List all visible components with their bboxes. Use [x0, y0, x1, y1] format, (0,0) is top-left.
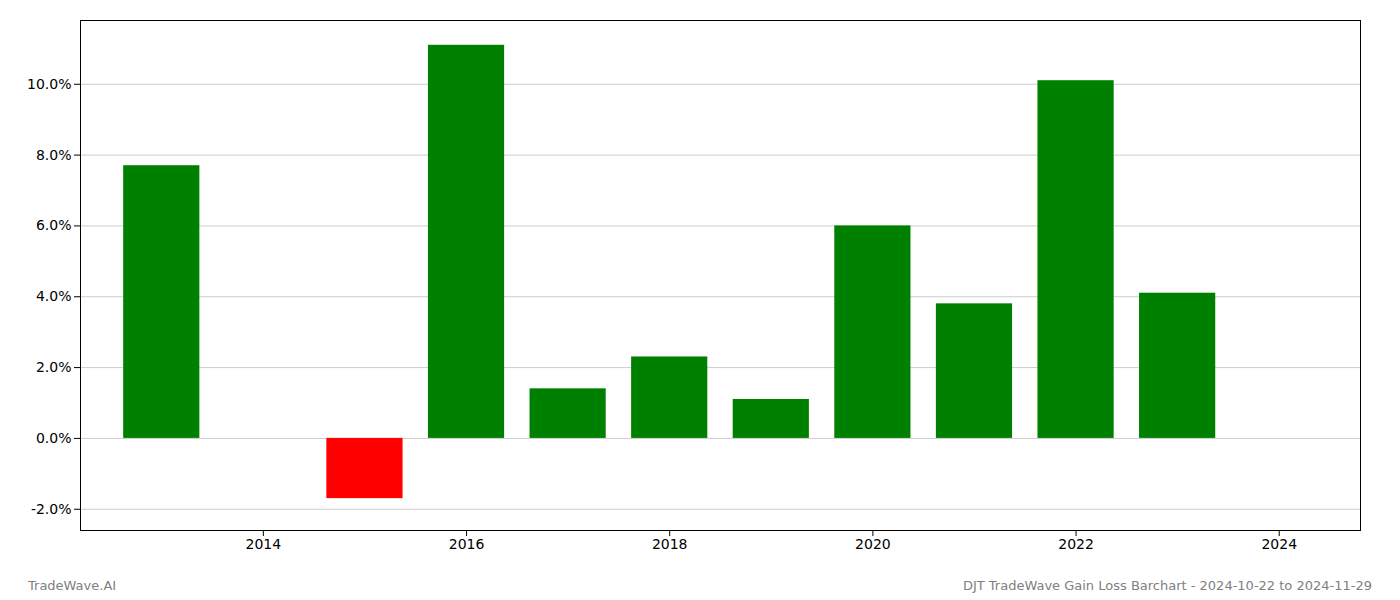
svg-text:-2.0%: -2.0% [31, 501, 72, 517]
svg-text:2022: 2022 [1058, 536, 1094, 552]
svg-text:2016: 2016 [449, 536, 485, 552]
svg-text:2020: 2020 [855, 536, 891, 552]
svg-text:4.0%: 4.0% [36, 288, 72, 304]
svg-text:6.0%: 6.0% [36, 217, 72, 233]
svg-text:2018: 2018 [652, 536, 688, 552]
html-text:TradeWave.AI: TradeWave.AI [28, 577, 117, 593]
svg-text:2014: 2014 [246, 536, 282, 552]
html-text:DJT TradeWave Gain Loss Barcha: DJT TradeWave Gain Loss Barchart - 2024-… [962, 577, 1372, 593]
svg-text:8.0%: 8.0% [36, 147, 72, 163]
svg-text:2.0%: 2.0% [36, 359, 72, 375]
svg-text:2024: 2024 [1261, 536, 1297, 552]
svg-text:10.0%: 10.0% [27, 76, 71, 92]
svg-text:0.0%: 0.0% [36, 430, 72, 446]
